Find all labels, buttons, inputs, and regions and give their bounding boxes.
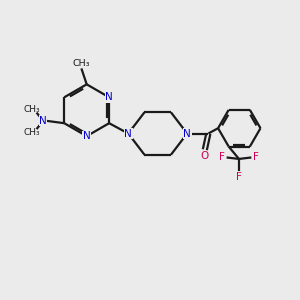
Text: C: C: [238, 158, 239, 159]
Text: F: F: [253, 152, 259, 163]
Text: F: F: [236, 172, 242, 182]
Text: CH₃: CH₃: [24, 105, 40, 114]
Text: F: F: [219, 152, 225, 163]
Text: N: N: [124, 128, 132, 139]
Text: N: N: [39, 116, 47, 126]
Text: CH₃: CH₃: [24, 128, 40, 136]
Text: N: N: [105, 92, 113, 102]
Text: O: O: [201, 151, 209, 161]
Text: CH₃: CH₃: [73, 59, 90, 68]
Text: N: N: [183, 128, 191, 139]
Text: N: N: [83, 131, 91, 141]
